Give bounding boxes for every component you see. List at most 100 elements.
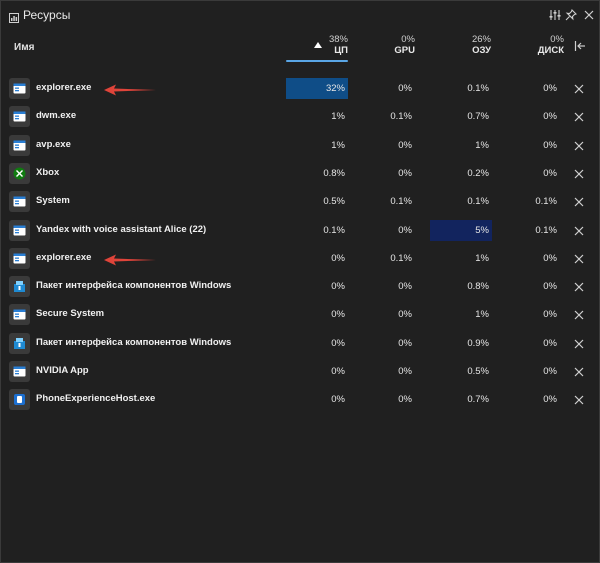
process-row[interactable]: Secure System 0% 0% 1% 0% [1,301,599,329]
end-task-close-icon[interactable] [573,393,585,405]
end-task-close-icon[interactable] [573,252,585,264]
gpu-value: 0% [398,83,412,94]
process-name: explorer.exe [36,82,92,93]
disk-value: 0% [543,337,557,349]
cpu-value: 0.5% [323,196,345,208]
gpu-value: 0% [398,281,412,293]
cpu-value: 0.1% [323,224,345,236]
process-row[interactable]: System 0.5% 0.1% 0.1% 0.1% [1,188,599,216]
sliders-icon[interactable] [547,7,563,23]
disk-value: 0% [543,167,557,179]
active-sort-indicator [286,60,348,62]
cpu-value: 0% [331,252,345,264]
end-task-close-icon[interactable] [573,110,585,122]
sort-ascending-icon [314,42,322,48]
disk-value: 0% [543,252,557,264]
ram-value: 0.7% [467,111,489,123]
process-name: Пакет интерфейса компонентов Windows [36,280,232,292]
process-name: PhoneExperienceHost.exe [36,393,156,405]
ram-value: 0.5% [467,366,489,377]
disk-value: 0% [543,281,557,293]
gpu-column-header[interactable]: 0% GPU [335,34,415,57]
column-header: Имя 38% ЦП 0% GPU 26% ОЗУ 0% ДИСК [1,31,599,65]
end-task-close-icon[interactable] [573,139,585,151]
ram-value: 1% [475,309,489,321]
cpu-value: 0% [331,281,345,293]
gpu-value: 0% [398,167,412,179]
package-icon [9,276,30,298]
ram-total: 26% [471,34,491,45]
gpu-value: 0% [398,394,412,406]
ram-value: 0.2% [467,167,489,179]
close-icon[interactable] [581,7,597,23]
process-row[interactable]: Xbox 0.8% 0% 0.2% 0% [1,160,599,188]
ram-value: 0.9% [467,337,489,349]
process-row[interactable]: PhoneExperienceHost.exe 0% 0% 0.7% 0% [1,386,599,414]
process-name: dwm.exe [36,110,77,122]
end-task-close-icon[interactable] [573,195,585,207]
disk-value: 0.1% [535,224,557,236]
gpu-value: 0.1% [390,252,412,264]
process-row[interactable]: Пакет интерфейса компонентов Windows 0% 0%… [1,330,599,358]
gpu-value: 0% [398,366,412,377]
process-row[interactable]: explorer.exe 32% 0% 0.1% 0% [1,75,599,103]
cpu-value: 32% [286,78,348,99]
annotation-arrow-icon [104,83,156,96]
name-column-header[interactable]: Имя [14,42,35,53]
xbox-icon [9,162,30,184]
ram-value: 0.8% [467,281,489,293]
end-task-close-icon[interactable] [573,308,585,320]
app-window-icon [9,361,30,382]
resources-icon [9,10,19,23]
process-row[interactable]: Пакет интерфейса компонентов Windows 0% 0%… [1,273,599,301]
gpu-value: 0% [398,224,412,236]
end-task-close-icon[interactable] [573,82,585,94]
app-window-icon [9,106,30,128]
ram-value: 1% [475,139,489,151]
app-window-icon [9,304,30,326]
cpu-value: 1% [331,111,345,123]
title-bar: Ресурсы [1,1,599,31]
end-task-close-icon[interactable] [573,337,585,349]
process-name: Xbox [36,166,60,178]
end-task-close-icon[interactable] [573,167,585,179]
ram-column-header[interactable]: 26% ОЗУ [411,34,491,57]
process-row[interactable]: NVIDIA App 0% 0% 0.5% 0% [1,358,599,386]
cpu-total: 38% [328,34,348,45]
cpu-value: 0% [331,337,345,349]
ram-value: 0.1% [467,196,489,208]
process-name: explorer.exe [36,251,92,263]
disk-column-header[interactable]: 0% ДИСК [484,34,564,57]
process-row[interactable]: avp.exe 1% 0% 1% 0% [1,132,599,160]
disk-value: 0% [543,366,557,377]
collapse-left-icon[interactable] [573,39,587,53]
process-row[interactable]: dwm.exe 1% 0.1% 0.7% 0% [1,103,599,131]
pin-icon[interactable] [563,7,579,23]
end-task-close-icon[interactable] [573,224,585,236]
gpu-value: 0.1% [390,111,412,123]
package-icon [9,332,30,354]
disk-value: 0% [543,394,557,406]
disk-value: 0% [543,309,557,321]
phone-link-icon [9,389,30,411]
end-task-close-icon[interactable] [573,280,585,292]
process-row[interactable]: explorer.exe 0% 0.1% 1% 0% [1,245,599,273]
gpu-value: 0% [398,309,412,321]
end-task-close-icon[interactable] [573,365,585,377]
ram-value: 0.1% [467,83,489,94]
cpu-column-header[interactable]: 38% ЦП [268,34,348,57]
cpu-value: 0% [331,394,345,406]
process-row[interactable]: Yandex with voice assistant Alice (22) 0.… [1,217,599,245]
app-window-icon [9,247,30,269]
ram-label: ОЗУ [472,45,491,56]
ram-value: 5% [430,219,492,241]
app-window-icon [9,191,30,213]
app-window-icon [9,78,30,99]
cpu-value: 0% [331,309,345,321]
gpu-value: 0% [398,337,412,349]
disk-total: 0% [550,34,564,45]
disk-value: 0% [543,83,557,94]
process-name: NVIDIA App [36,365,89,376]
ram-value: 0.7% [467,394,489,406]
